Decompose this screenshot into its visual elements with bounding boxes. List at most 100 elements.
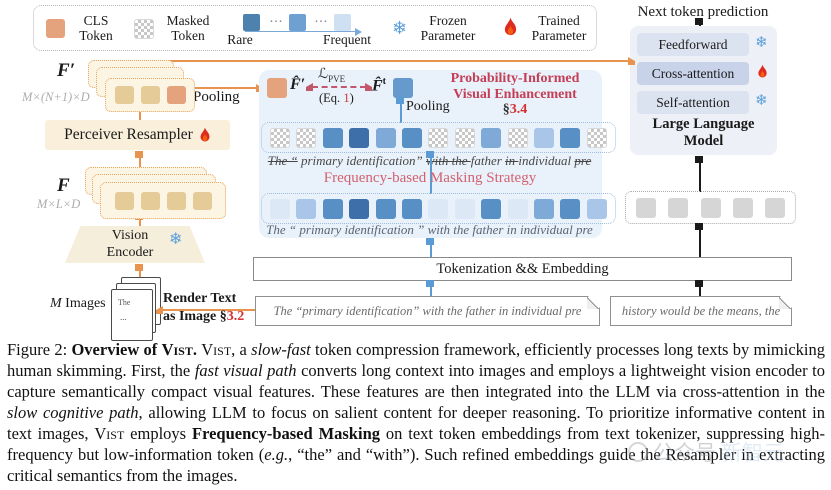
llm-output-arrow xyxy=(699,23,701,27)
token-gray xyxy=(732,197,753,218)
token-med xyxy=(375,198,396,219)
pooling-middle-label: Pooling xyxy=(406,99,450,114)
m-images-label: M Images xyxy=(50,296,106,311)
token-mask xyxy=(270,127,290,148)
llm-name-label: Large Language Model xyxy=(652,116,755,149)
token-mask xyxy=(428,127,449,148)
masking-strategy-label: Frequency-based Masking Strategy xyxy=(323,170,537,186)
llm-crossattention-row: Cross-attention xyxy=(637,62,749,85)
legend-frequent-label: Frequent xyxy=(323,32,371,47)
f-dim-label: M×L×D xyxy=(37,197,81,211)
tokenizer-to-pve-arrowhead xyxy=(426,238,434,245)
token-light xyxy=(586,198,607,219)
legend-dots-1: ··· xyxy=(269,14,283,29)
token-tan xyxy=(140,191,160,210)
f-to-resampler-arrow xyxy=(139,155,141,168)
tokenization-label: Tokenization && Embedding xyxy=(436,260,609,277)
pooling-left-arrow xyxy=(186,87,258,89)
token-tan xyxy=(114,86,134,104)
snowflake-icon: ❄ xyxy=(169,231,183,248)
token-mask xyxy=(454,127,475,148)
token-med xyxy=(402,127,423,148)
token-med xyxy=(322,127,343,148)
pve-title: Probability-Informed Visual Enhancement §… xyxy=(450,71,580,117)
fire-icon xyxy=(199,127,211,143)
next-token-label: Next token prediction xyxy=(637,4,769,20)
token-med xyxy=(481,198,502,219)
token-vlight xyxy=(428,198,449,219)
images-to-encoder-arrowhead xyxy=(135,264,143,271)
visual-to-crossattention-arrow xyxy=(140,60,628,62)
visual-to-crossattention-arrowhead xyxy=(628,57,635,65)
perceiver-resampler-label: Perceiver Resampler xyxy=(64,126,193,143)
llm-output-arrowhead xyxy=(695,18,703,25)
legend-dots-2: ··· xyxy=(314,14,328,29)
masked-token-icon xyxy=(134,19,154,39)
rare-frequent-arrow xyxy=(245,30,355,33)
tokenizer-to-tokens-arrowhead xyxy=(695,223,703,230)
f-label: F xyxy=(57,175,70,196)
token-gray xyxy=(668,197,689,218)
token-light xyxy=(296,198,317,219)
legend-rare-label: Rare xyxy=(227,32,253,47)
token-tan xyxy=(166,191,186,210)
token-vlight xyxy=(507,198,528,219)
token-med xyxy=(560,198,581,219)
token-dark xyxy=(349,198,370,219)
f-prime-dim-label: M×(N+1)×D xyxy=(22,90,90,104)
tokens-to-llm-arrowhead xyxy=(695,156,703,163)
token-mlight xyxy=(534,198,555,219)
f-stack-front xyxy=(100,182,226,219)
rare-token-icon xyxy=(243,14,260,31)
f-to-resampler-arrowhead xyxy=(135,151,143,158)
pve-visual-cls-token xyxy=(267,78,287,98)
token-med xyxy=(402,198,423,219)
mid-token-icon xyxy=(289,14,306,31)
pve-text-cls-token xyxy=(393,78,413,98)
left-note-text: The “primary identification” with the fa… xyxy=(273,303,582,318)
token-mask xyxy=(296,127,317,148)
masked-token-row xyxy=(261,122,616,153)
text-image-ellipsis: ... xyxy=(120,312,127,322)
selfattention-label: Self-attention xyxy=(656,94,730,110)
f-prime-stack-front xyxy=(105,78,195,112)
render-text-arrowhead xyxy=(156,306,163,314)
masking-arrow xyxy=(430,156,432,194)
fire-icon xyxy=(503,17,518,42)
llm-feedforward-row: Feedforward xyxy=(637,33,749,56)
token-light xyxy=(534,127,555,148)
note-fold xyxy=(779,297,791,309)
feedforward-label: Feedforward xyxy=(658,36,728,52)
rightnote-to-tokenizer-arrowhead xyxy=(695,280,703,287)
rare-frequent-arrowhead xyxy=(355,27,362,36)
note-fold xyxy=(587,297,599,309)
render-text-label: Render Text as Image §3.2 xyxy=(163,291,245,324)
token-gray xyxy=(765,197,785,218)
token-vlight xyxy=(270,198,290,219)
embedding-token-row xyxy=(261,193,616,224)
left-input-note: The “primary identification” with the fa… xyxy=(255,296,600,326)
token-gray xyxy=(636,197,656,218)
pve-loss-label: ℒPVE xyxy=(318,67,346,84)
token-dark xyxy=(349,127,370,148)
legend-frozen-label: Frozen Parameter xyxy=(420,13,476,43)
leftnote-to-tokenizer-arrow xyxy=(430,285,432,296)
rightnote-to-tokenizer-arrow xyxy=(699,285,701,296)
legend-cls-label: CLS Token xyxy=(79,13,113,43)
llm-selfattention-row: Self-attention xyxy=(637,91,749,114)
masking-arrowhead xyxy=(426,151,434,158)
token-tan xyxy=(140,86,160,104)
cls-token-icon xyxy=(46,19,65,38)
pve-loss-arrowhead-left xyxy=(306,83,313,91)
frequent-token-icon xyxy=(334,14,351,31)
fire-icon xyxy=(757,64,768,79)
token-salmon xyxy=(166,86,186,104)
pve-loss-arrow xyxy=(312,86,366,88)
tokenization-box: Tokenization && Embedding xyxy=(253,257,792,281)
token-med xyxy=(322,198,343,219)
tokenizer-to-pve-arrow xyxy=(430,243,432,258)
text-image-front: The ... xyxy=(111,289,153,341)
token-vlight xyxy=(454,198,475,219)
perceiver-resampler-box: Perceiver Resampler xyxy=(45,120,230,150)
